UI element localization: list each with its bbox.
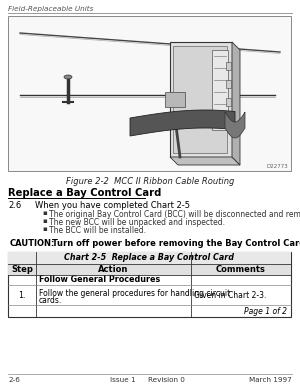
- Text: Given in Chart 2-3.: Given in Chart 2-3.: [194, 291, 266, 300]
- Polygon shape: [170, 157, 240, 165]
- Bar: [226, 62, 231, 70]
- Polygon shape: [232, 42, 240, 165]
- Bar: [8, 252, 291, 264]
- Text: March 1997: March 1997: [249, 377, 292, 383]
- Text: ▪: ▪: [42, 218, 47, 224]
- Text: Revision 0: Revision 0: [148, 377, 185, 383]
- Text: Follow the general procedures for handling circuit: Follow the general procedures for handli…: [39, 289, 230, 298]
- Bar: [226, 98, 231, 106]
- Text: When you have completed Chart 2-5: When you have completed Chart 2-5: [35, 201, 190, 210]
- Text: D22773: D22773: [266, 164, 288, 169]
- Polygon shape: [130, 110, 235, 136]
- Text: Field-Replaceable Units: Field-Replaceable Units: [8, 6, 93, 12]
- Bar: [212, 50, 228, 130]
- Text: Chart 2-5  Replace a Bay Control Card: Chart 2-5 Replace a Bay Control Card: [64, 253, 235, 262]
- Text: Follow General Procedures: Follow General Procedures: [39, 276, 160, 284]
- Bar: [173, 46, 227, 153]
- Text: CAUTION:: CAUTION:: [10, 239, 56, 248]
- Bar: [8, 16, 291, 171]
- Text: Replace a Bay Control Card: Replace a Bay Control Card: [8, 188, 161, 198]
- Text: 1.: 1.: [18, 291, 26, 300]
- Text: Issue 1: Issue 1: [110, 377, 136, 383]
- Polygon shape: [165, 92, 185, 107]
- Text: ▪: ▪: [42, 226, 47, 232]
- Text: cards.: cards.: [39, 296, 62, 305]
- Text: The original Bay Control Card (BCC) will be disconnected and removed.: The original Bay Control Card (BCC) will…: [49, 210, 300, 219]
- Text: Figure 2-2  MCC II Ribbon Cable Routing: Figure 2-2 MCC II Ribbon Cable Routing: [66, 177, 234, 186]
- Text: ▪: ▪: [42, 210, 47, 216]
- Text: Action: Action: [98, 265, 129, 274]
- Text: Comments: Comments: [216, 265, 266, 274]
- Text: Turn off power before removing the Bay Control Card.: Turn off power before removing the Bay C…: [52, 239, 300, 248]
- Text: The new BCC will be unpacked and inspected.: The new BCC will be unpacked and inspect…: [49, 218, 225, 227]
- Bar: [226, 80, 231, 88]
- Text: The BCC will be installed.: The BCC will be installed.: [49, 226, 146, 235]
- Bar: [8, 264, 291, 275]
- Polygon shape: [225, 112, 245, 138]
- Ellipse shape: [64, 75, 72, 79]
- Text: Page 1 of 2: Page 1 of 2: [244, 307, 287, 315]
- Bar: [170, 42, 232, 157]
- Bar: [8, 252, 291, 317]
- Text: Step: Step: [11, 265, 33, 274]
- Text: 2.6: 2.6: [8, 201, 21, 210]
- Text: 2-6: 2-6: [8, 377, 20, 383]
